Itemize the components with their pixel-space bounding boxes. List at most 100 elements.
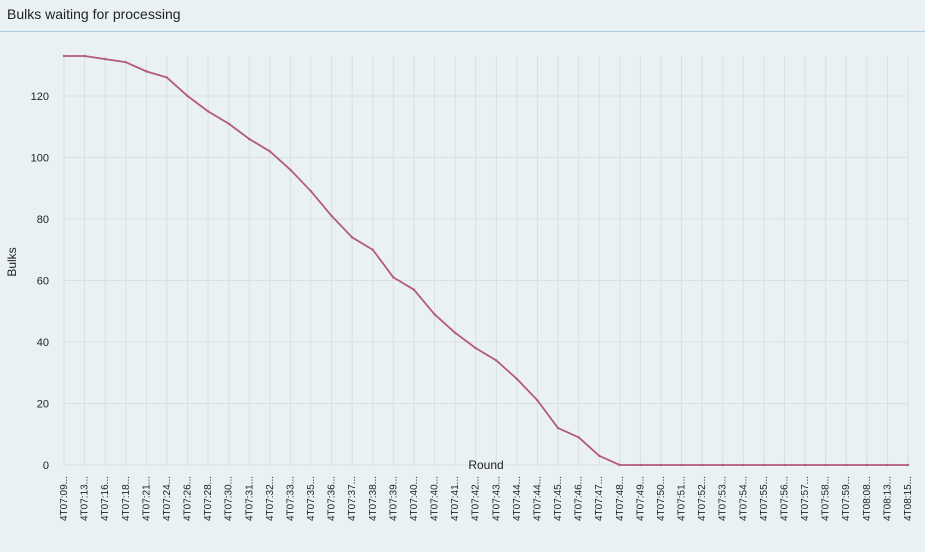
x-tick-label: 4T07:44...: [512, 476, 523, 521]
x-tick-label: 4T07:46...: [574, 476, 585, 521]
x-axis-ticks: 4T07:09... 4T07:13... 4T07:16... 4T07:18...…: [59, 476, 914, 521]
x-tick-label: 4T07:41...: [450, 476, 461, 521]
x-tick-label: 4T07:36...: [327, 476, 338, 521]
data-point: [412, 288, 416, 291]
x-tick-label: 4T07:21...: [141, 476, 152, 521]
x-tick-label: 4T08:13...: [882, 476, 893, 521]
data-point: [165, 76, 169, 79]
x-tick-label: 4T07:18...: [121, 476, 132, 521]
data-point: [330, 214, 333, 218]
x-tick-label: 4T07:49...: [635, 476, 646, 521]
data-point: [371, 248, 374, 251]
x-tick-label: 4T07:57...: [800, 476, 811, 521]
x-tick-label: 4T07:56...: [779, 476, 790, 521]
y-tick-label: 60: [37, 275, 49, 287]
x-tick-label: 4T07:59...: [841, 476, 852, 521]
x-tick-label: 4T07:13...: [80, 476, 91, 521]
data-point: [556, 426, 560, 430]
data-point: [309, 190, 313, 193]
series-group: [62, 54, 910, 467]
x-axis-title: Round: [468, 458, 503, 472]
x-tick-label: 4T07:42...: [471, 476, 482, 521]
y-tick-label: 40: [37, 337, 49, 349]
data-point: [289, 168, 292, 171]
data-point: [742, 463, 745, 467]
data-point: [721, 463, 724, 467]
series-line: [64, 55, 908, 466]
data-point: [824, 463, 827, 467]
x-tick-label: 4T07:43...: [491, 476, 502, 521]
data-point: [659, 463, 663, 467]
x-tick-label: 4T07:40...: [409, 476, 420, 521]
data-point: [350, 236, 354, 239]
y-tick-label: 100: [31, 152, 49, 164]
data-point: [268, 150, 272, 153]
data-point: [227, 122, 230, 125]
x-tick-label: 4T07:52...: [697, 476, 708, 521]
data-point: [83, 54, 86, 58]
x-tick-label: 4T08:08...: [862, 476, 873, 521]
x-tick-label: 4T07:37...: [347, 476, 358, 521]
x-tick-label: 4T07:45...: [553, 476, 564, 521]
data-point: [124, 60, 127, 64]
x-tick-label: 4T07:31...: [244, 476, 255, 521]
x-tick-label: 4T07:24...: [162, 476, 173, 521]
data-point: [783, 463, 786, 467]
data-point: [186, 94, 189, 98]
data-point: [433, 313, 436, 316]
panel-title: Bulks waiting for processing: [7, 6, 181, 22]
data-point: [639, 463, 642, 467]
y-tick-label: 0: [43, 460, 49, 472]
data-point: [103, 57, 107, 61]
data-point: [598, 454, 601, 457]
x-tick-label: 4T07:33...: [285, 476, 296, 521]
data-point: [495, 359, 498, 362]
x-tick-label: 4T07:58...: [821, 476, 832, 521]
y-tick-label: 120: [31, 91, 49, 103]
panel-header: Bulks waiting for processing: [0, 0, 925, 32]
x-tick-label: 4T07:55...: [759, 476, 770, 521]
data-point: [145, 70, 148, 73]
data-point: [906, 463, 910, 467]
x-tick-label: 4T07:32...: [265, 476, 276, 521]
data-point: [886, 463, 889, 467]
x-tick-label: 4T07:44...: [532, 476, 543, 521]
x-tick-label: 4T07:28...: [203, 476, 214, 521]
data-point: [474, 346, 477, 350]
data-point: [803, 463, 807, 467]
x-tick-label: 4T08:15...: [903, 476, 914, 521]
y-tick-label: 20: [37, 398, 49, 410]
x-tick-label: 4T07:39...: [388, 476, 399, 521]
data-point: [700, 463, 704, 467]
x-tick-label: 4T07:50...: [656, 476, 667, 521]
x-tick-label: 4T07:30...: [224, 476, 235, 521]
data-point: [62, 54, 66, 58]
data-point: [680, 463, 683, 467]
x-tick-label: 4T07:26...: [183, 476, 194, 521]
data-point: [845, 463, 848, 467]
x-tick-label: 4T07:35...: [306, 476, 317, 521]
data-point: [865, 463, 869, 467]
grid-lines: [63, 56, 909, 466]
data-point: [515, 377, 519, 381]
y-tick-label: 80: [37, 214, 49, 226]
x-tick-label: 4T07:53...: [718, 476, 729, 521]
x-tick-label: 4T07:40...: [430, 476, 441, 521]
x-tick-label: 4T07:48...: [615, 476, 626, 521]
x-tick-label: 4T07:47...: [594, 476, 605, 521]
y-axis-title: Bulks: [5, 247, 19, 276]
x-tick-label: 4T07:54...: [738, 476, 749, 521]
data-point: [392, 276, 395, 279]
data-point: [536, 399, 539, 402]
y-axis-ticks: 0 20 40 60 80 100 120: [31, 91, 49, 472]
data-point: [762, 463, 766, 467]
data-point: [453, 331, 457, 334]
x-tick-label: 4T07:38...: [368, 476, 379, 521]
data-point: [206, 110, 210, 113]
x-tick-label: 4T07:16...: [100, 476, 111, 521]
data-point: [248, 137, 251, 141]
data-point: [618, 463, 622, 467]
x-tick-label: 4T07:09...: [59, 476, 70, 521]
x-tick-label: 4T07:51...: [677, 476, 688, 521]
